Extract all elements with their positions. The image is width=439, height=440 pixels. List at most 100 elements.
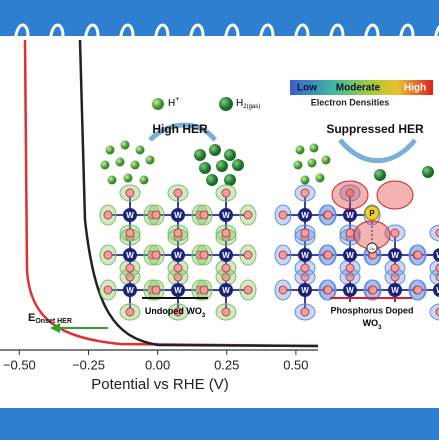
x-axis-label: Potential vs RHE (V) (91, 376, 229, 393)
text: H (168, 98, 175, 109)
oxygen (368, 285, 378, 295)
oxygen (173, 307, 183, 317)
colorbar (290, 80, 433, 95)
label: Phosphorus Doped (331, 305, 414, 315)
tungsten (343, 248, 357, 262)
oxygen (243, 285, 253, 295)
atom-sphere (224, 174, 236, 186)
ring-hole (46, 39, 60, 53)
atom-sphere (107, 175, 117, 185)
oxygen (151, 285, 161, 295)
label: W (346, 286, 354, 295)
atom-sphere (300, 175, 310, 185)
oxygen (151, 210, 161, 220)
label: W (436, 251, 439, 260)
label: W (346, 251, 354, 260)
oxygen (435, 228, 439, 238)
onset-annotation: EOnset HER (28, 312, 108, 333)
annotation-main: E (28, 312, 35, 324)
oxygen (278, 210, 288, 220)
oxygen (199, 250, 209, 260)
label: W (301, 211, 309, 220)
vacancy (366, 242, 378, 254)
x-tick-label: −0.25 (72, 357, 105, 372)
oxygen (300, 307, 310, 317)
atom-sphere (199, 162, 211, 174)
tungsten (298, 248, 312, 262)
atom-sphere (152, 98, 164, 110)
oxygen (413, 250, 423, 260)
atom-sphere (295, 145, 305, 155)
ring-hole (81, 39, 95, 53)
tungsten (298, 283, 312, 297)
label: W (126, 251, 134, 260)
label: High HER (152, 122, 208, 136)
caption: WO3 (363, 318, 383, 330)
atom-sphere (206, 174, 218, 186)
label: Ov (369, 246, 374, 251)
caption-bg (325, 302, 420, 332)
tungsten (388, 283, 402, 297)
tungsten (219, 208, 233, 222)
oxygen (390, 272, 400, 282)
text: + (175, 96, 179, 103)
tungsten (388, 248, 402, 262)
ring-hole (186, 39, 200, 53)
oxygen (300, 272, 310, 282)
arrow (338, 138, 417, 164)
atom-sphere (209, 144, 221, 156)
oxygen (173, 272, 183, 282)
atom-sphere (309, 143, 319, 153)
tungsten (219, 283, 233, 297)
label: P (369, 209, 375, 218)
atom-sphere (120, 140, 130, 150)
oxygen (199, 210, 209, 220)
red-curve (23, 39, 319, 348)
atom-sphere (374, 169, 386, 181)
caption: Undoped WO3 (145, 306, 206, 318)
oxygen (390, 263, 400, 273)
oxygen (103, 250, 113, 260)
oxygen (173, 228, 183, 238)
atom-sphere (315, 173, 325, 183)
atom-sphere (139, 175, 149, 185)
atom-sphere (194, 149, 206, 161)
text: 2(gas) (243, 104, 260, 110)
atom-sphere (422, 166, 434, 178)
ring-hole (116, 39, 130, 53)
oxygen (300, 188, 310, 198)
tungsten (298, 208, 312, 222)
atom-sphere (100, 160, 110, 170)
ring-hole (291, 39, 305, 53)
x-tick-label: 0.25 (214, 357, 239, 372)
label: W (222, 251, 230, 260)
oxygen (300, 228, 310, 238)
oxygen (435, 272, 439, 282)
tungsten (123, 208, 137, 222)
text: 3 (378, 325, 382, 331)
tungsten (433, 248, 439, 262)
atom-sphere (219, 97, 233, 111)
oxygen (278, 250, 288, 260)
legend-proton: H+ (168, 96, 179, 109)
svg-text:EOnset HER: EOnset HER (28, 312, 72, 325)
oxygen (221, 188, 231, 198)
label: W (391, 251, 399, 260)
tungsten (123, 248, 137, 262)
label: Electron Densities (311, 97, 390, 107)
atom-sphere (232, 159, 244, 171)
oxygen (125, 272, 135, 282)
label: Moderate (336, 83, 381, 94)
oxygen-halo (429, 259, 439, 277)
label: Suppressed HER (326, 122, 424, 136)
label: W (174, 286, 182, 295)
ring-hole (256, 39, 270, 53)
text: WO (363, 318, 379, 328)
oxygen (345, 263, 355, 273)
ring-hole (361, 39, 375, 53)
oxygen (390, 228, 400, 238)
oxygen (300, 263, 310, 273)
legend-hydrogen: H2(gas) (236, 98, 260, 110)
oxygen (345, 228, 355, 238)
oxygen (103, 210, 113, 220)
